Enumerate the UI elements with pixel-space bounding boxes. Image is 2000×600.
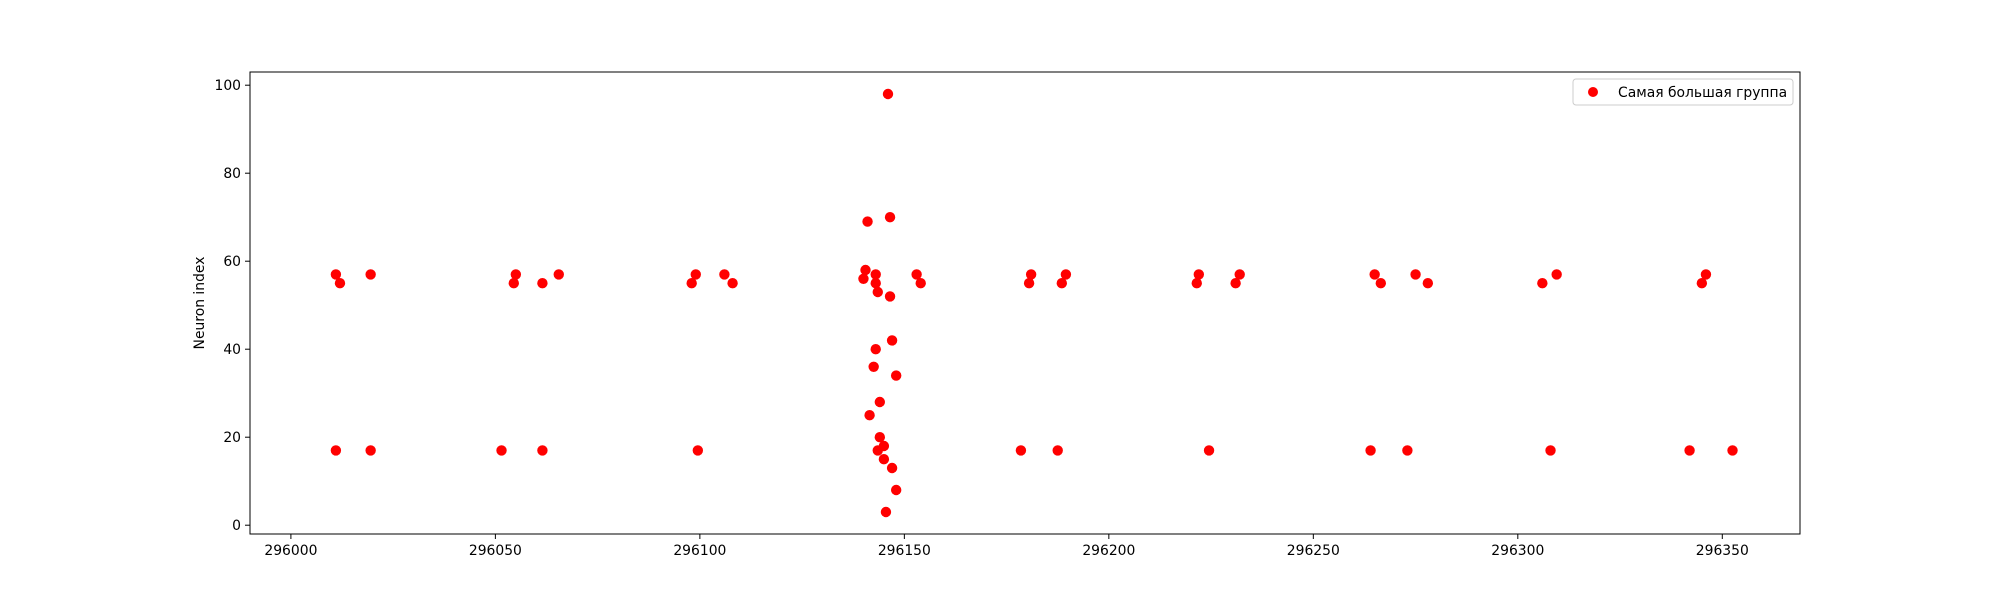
data-point xyxy=(1402,445,1413,456)
data-point xyxy=(1203,445,1215,456)
data-point xyxy=(1230,278,1241,289)
x-tick-label: 296000 xyxy=(264,543,317,559)
data-point xyxy=(872,286,883,298)
data-point xyxy=(878,454,890,465)
x-tick-label: 296150 xyxy=(878,543,931,559)
data-point xyxy=(1365,445,1376,456)
data-point xyxy=(330,445,342,456)
data-point xyxy=(886,335,898,346)
y-axis: 0 20 40 60 80 100 xyxy=(214,78,250,534)
data-point xyxy=(1193,269,1205,280)
data-point xyxy=(870,278,881,289)
data-point xyxy=(915,278,926,289)
y-axis-label: Neuron index xyxy=(192,257,208,350)
data-point xyxy=(878,440,890,452)
y-tick-label: 0 xyxy=(232,518,241,534)
data-point xyxy=(1727,445,1738,456)
data-point xyxy=(330,269,342,280)
data-point xyxy=(1684,445,1695,456)
data-point xyxy=(882,88,894,100)
data-point xyxy=(874,432,886,443)
data-point xyxy=(1422,278,1434,289)
x-tick-label: 296350 xyxy=(1696,543,1749,559)
y-tick-label: 100 xyxy=(214,78,241,94)
x-tick-label: 296200 xyxy=(1082,543,1135,559)
y-tick-label: 60 xyxy=(223,254,241,270)
data-point xyxy=(886,462,898,474)
data-point xyxy=(868,361,879,372)
data-point xyxy=(1060,269,1072,280)
x-tick-label: 296300 xyxy=(1491,543,1544,559)
data-point xyxy=(1551,269,1562,280)
legend-marker xyxy=(1588,87,1598,97)
x-tick-label: 296100 xyxy=(673,543,726,559)
data-point xyxy=(1023,278,1035,289)
data-point xyxy=(719,269,730,280)
legend-label: Самая большая группа xyxy=(1618,85,1787,101)
data-point xyxy=(860,264,871,276)
data-point xyxy=(884,291,896,302)
data-point xyxy=(1025,269,1037,280)
data-point xyxy=(880,506,892,518)
data-point xyxy=(692,445,704,456)
data-point xyxy=(911,269,922,280)
data-point xyxy=(1015,445,1027,456)
data-point xyxy=(1369,269,1380,280)
data-point xyxy=(862,216,873,227)
data-point xyxy=(1545,445,1556,456)
data-point xyxy=(686,278,697,289)
data-point xyxy=(1537,278,1548,289)
data-point xyxy=(537,278,548,289)
data-point xyxy=(690,269,701,280)
x-axis: 296000 296050 296100 296150 296200 296250 2963… xyxy=(264,534,1749,559)
data-point xyxy=(334,278,346,289)
data-point xyxy=(365,269,376,280)
y-tick-label: 80 xyxy=(223,166,241,182)
data-point xyxy=(864,410,875,421)
data-point xyxy=(508,278,519,289)
plot-area xyxy=(250,72,1800,534)
data-point xyxy=(537,445,548,456)
data-point xyxy=(1056,278,1068,289)
data-point xyxy=(510,269,522,280)
x-tick-label: 296250 xyxy=(1287,543,1340,559)
data-point xyxy=(870,344,881,355)
data-point xyxy=(858,273,869,284)
data-point xyxy=(870,269,881,280)
legend-frame xyxy=(1572,78,1794,106)
data-point xyxy=(496,445,507,456)
data-point xyxy=(1375,278,1387,289)
data-point xyxy=(727,278,738,289)
data-point xyxy=(553,269,564,280)
data-point xyxy=(365,445,376,456)
y-tick-label: 20 xyxy=(223,430,241,446)
plot-frame xyxy=(249,71,1801,535)
y-tick-label: 40 xyxy=(223,342,241,358)
data-point xyxy=(1410,269,1421,280)
data-point xyxy=(1696,278,1708,289)
legend: Самая большая группа xyxy=(1572,78,1794,106)
x-tick-label: 296050 xyxy=(469,543,522,559)
data-point xyxy=(1052,445,1063,456)
data-point xyxy=(884,212,896,223)
data-point xyxy=(1700,269,1712,280)
data-points xyxy=(330,88,1738,518)
data-point xyxy=(1234,269,1245,280)
data-point xyxy=(890,484,902,496)
data-point xyxy=(890,370,902,381)
data-point xyxy=(874,396,886,408)
data-point xyxy=(1191,278,1202,289)
